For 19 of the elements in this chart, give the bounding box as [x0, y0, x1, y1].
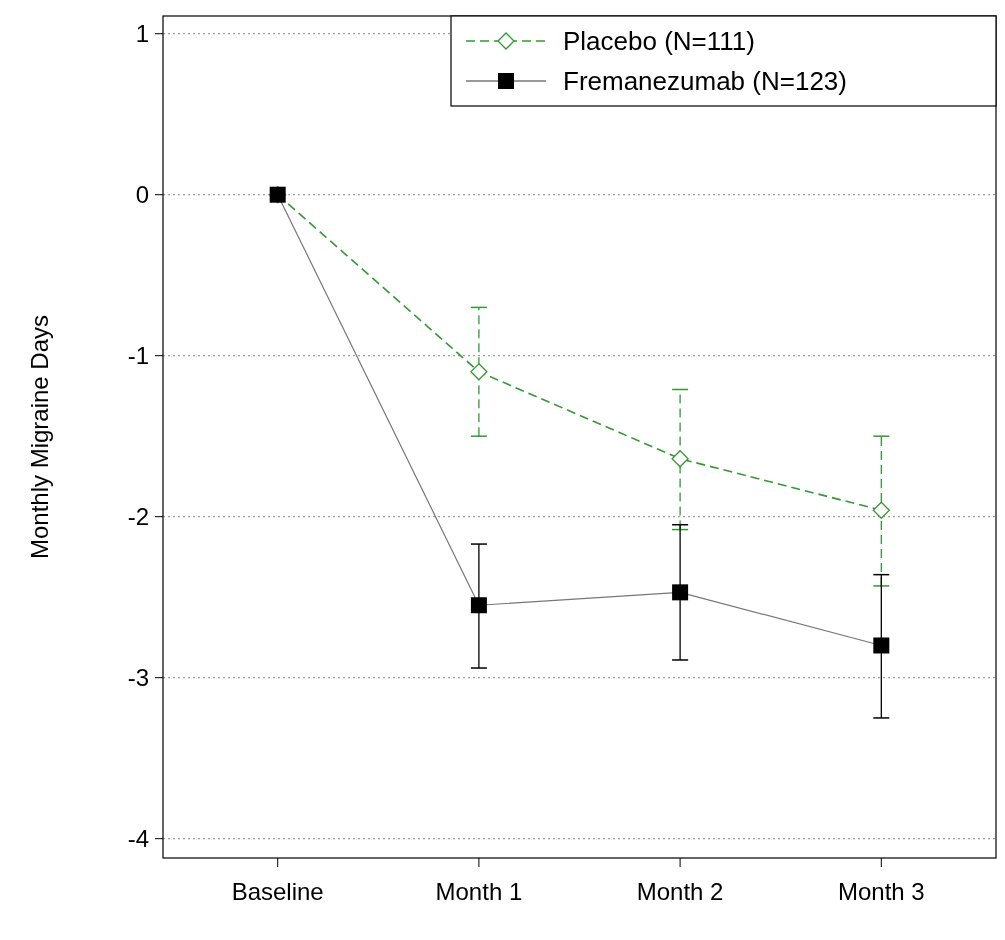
y-tick-label: 1 — [135, 20, 149, 48]
point — [872, 501, 890, 519]
legend-label: Placebo (N=111) — [563, 26, 755, 57]
y-axis-title: Monthly Migraine Days — [26, 314, 53, 560]
y-tick-label: 0 — [135, 181, 149, 209]
point — [470, 363, 488, 381]
point — [672, 584, 689, 601]
x-tick-label: Month 2 — [636, 878, 724, 905]
y-tick-label: -2 — [127, 503, 149, 531]
y-tick-label: -4 — [127, 825, 149, 853]
x-tick-label: Month 3 — [837, 878, 925, 905]
point — [873, 637, 890, 654]
y-tick-label: -3 — [127, 664, 149, 692]
point — [671, 450, 689, 468]
point — [470, 597, 487, 614]
x-tick-label: Month 1 — [435, 878, 523, 905]
y-tick-label: -1 — [127, 342, 149, 370]
x-tick-label: Baseline — [231, 878, 324, 905]
legend-label: Fremanezumab (N=123) — [563, 66, 847, 97]
